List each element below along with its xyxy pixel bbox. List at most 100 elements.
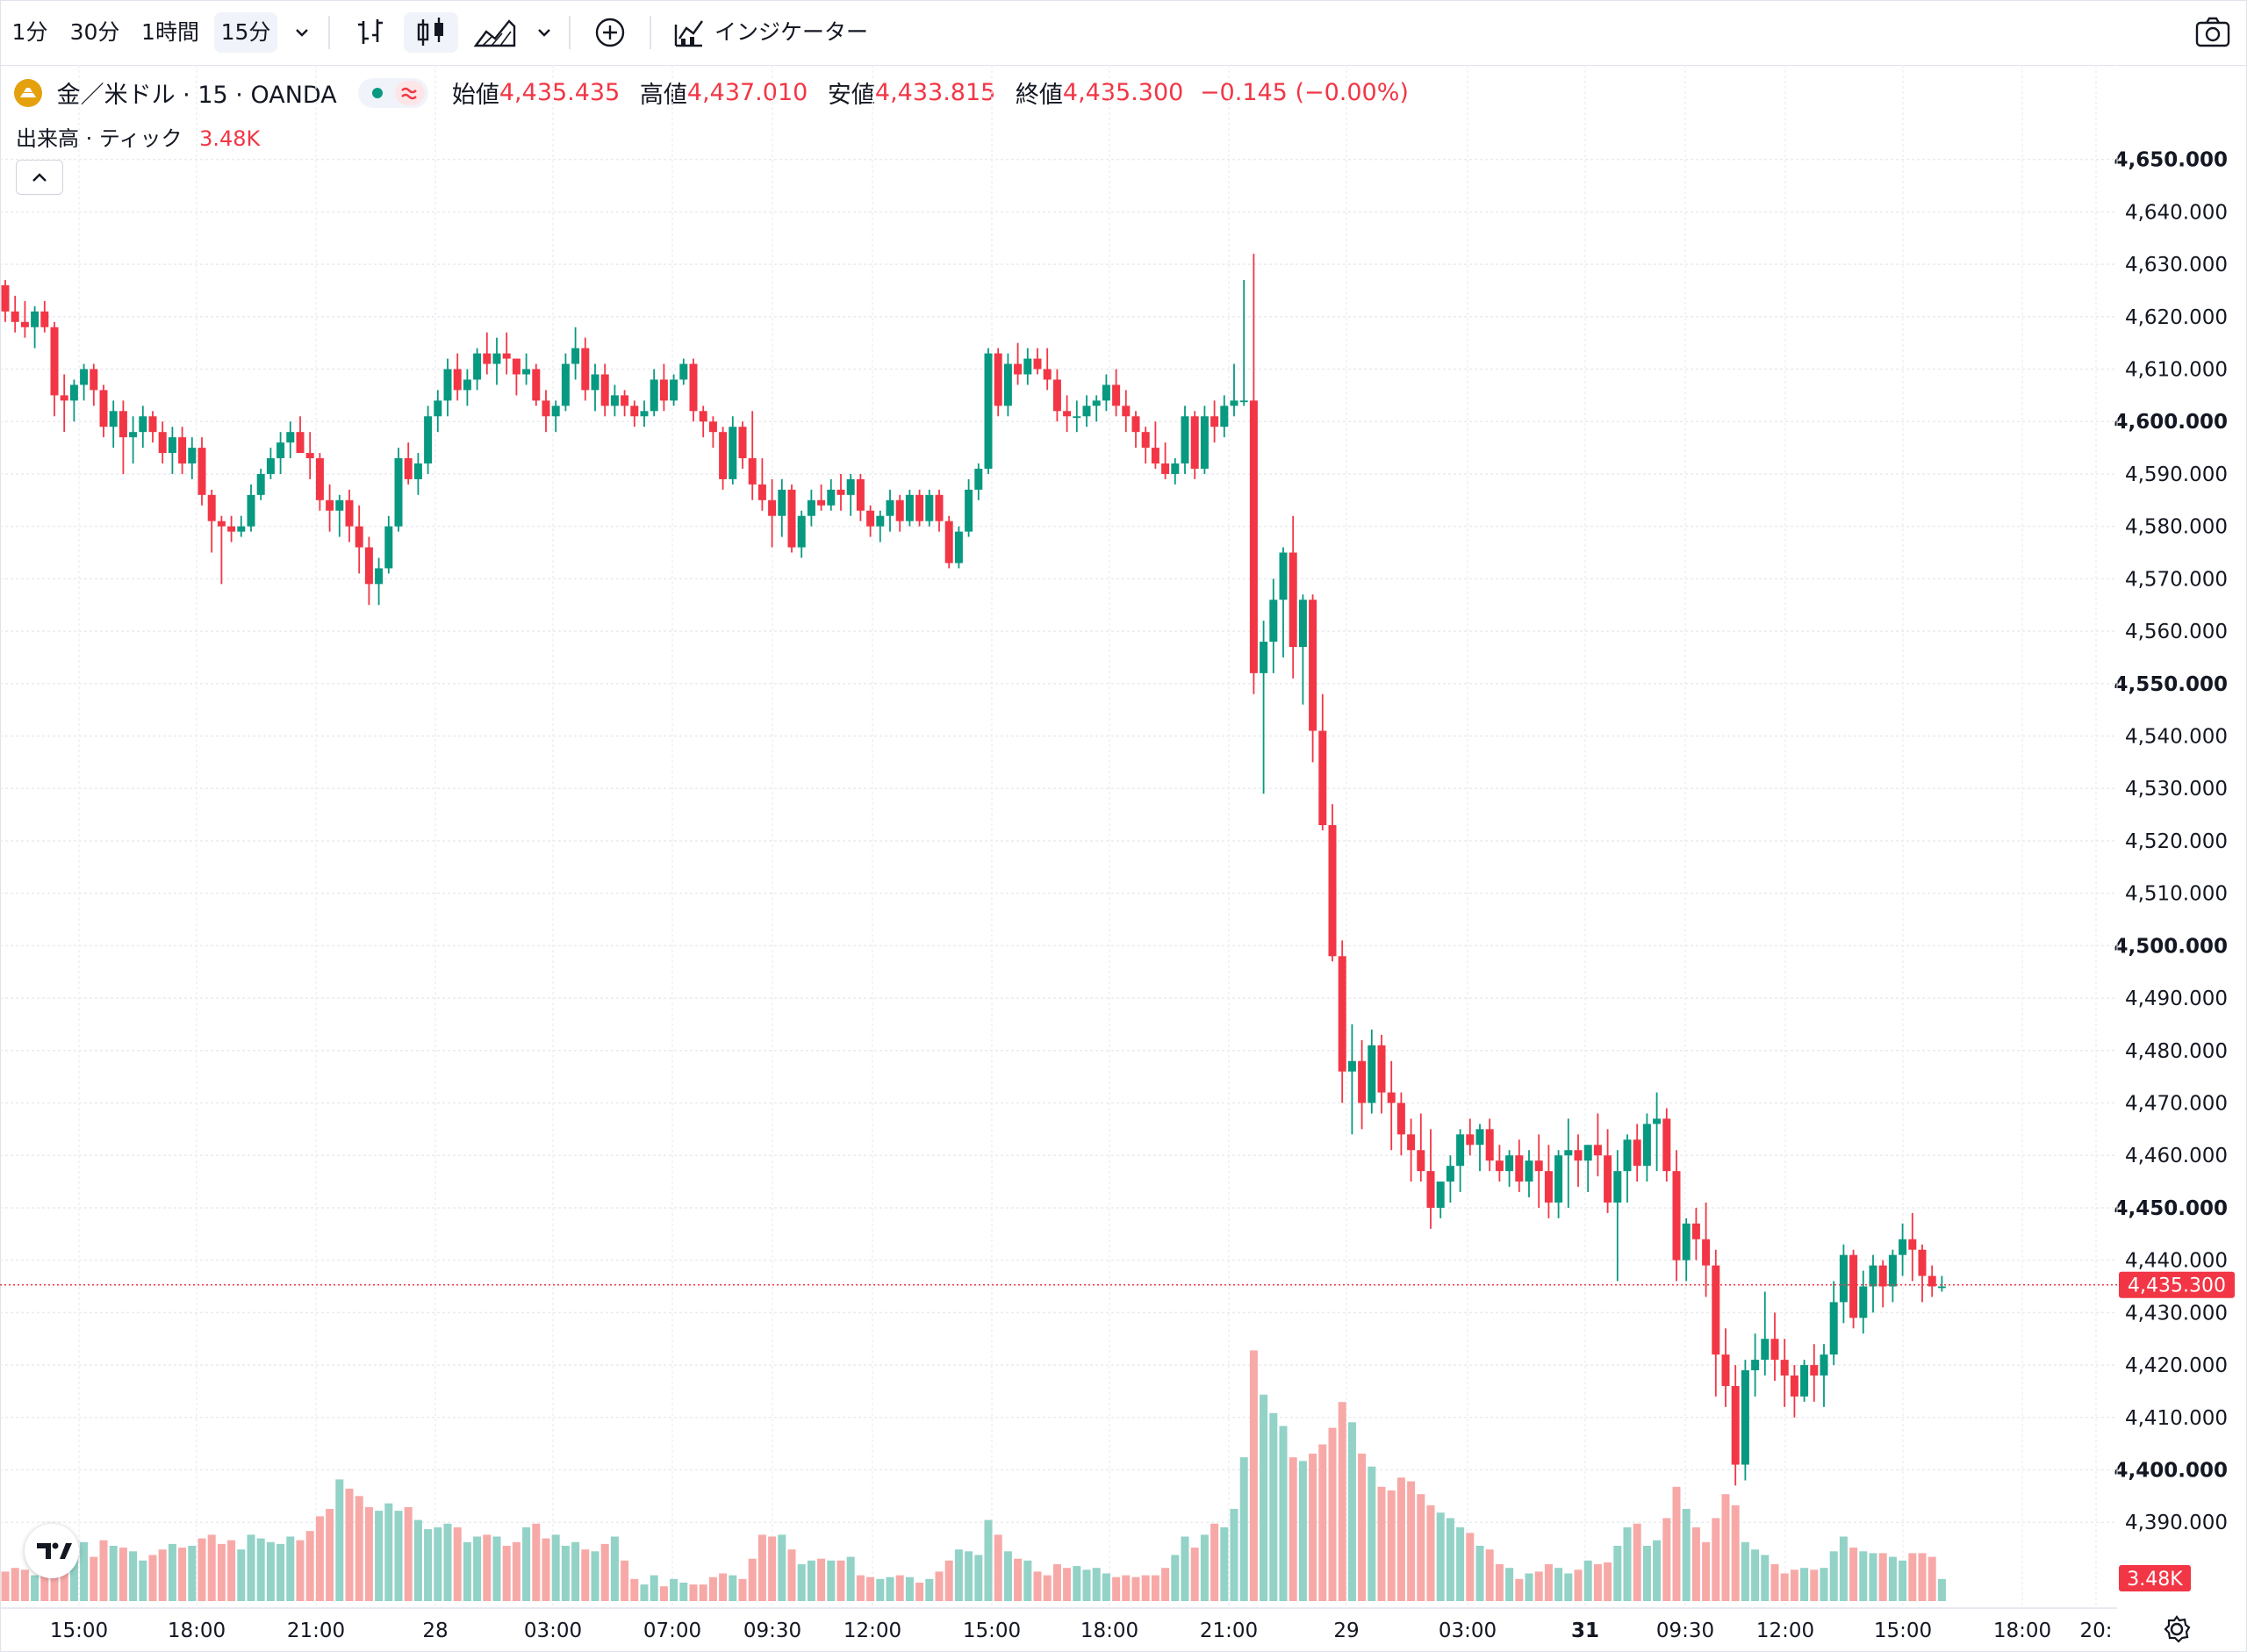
volume-bar <box>522 1527 531 1601</box>
candle-body <box>1279 552 1288 600</box>
candle-body <box>266 458 275 474</box>
candle-body <box>1593 1145 1602 1156</box>
volume-bar <box>630 1578 639 1601</box>
plus-circle-icon[interactable] <box>590 12 630 53</box>
volume-bar <box>1220 1527 1229 1601</box>
close-value: 4,435.300 <box>1062 79 1184 106</box>
candle-body <box>1260 642 1268 673</box>
volume-bar <box>60 1555 68 1601</box>
bar-style-icon[interactable] <box>349 12 393 53</box>
volume-bar <box>876 1578 885 1601</box>
candle-body <box>621 395 629 406</box>
candle-body <box>1171 463 1180 474</box>
high-value: 4,437.010 <box>686 79 808 106</box>
price-tick-label: 4,580.000 <box>2125 516 2228 539</box>
price-tick-label: 4,450.000 <box>2114 1197 2229 1220</box>
candle-body <box>315 458 324 500</box>
candle-body <box>768 499 777 516</box>
candle-body <box>1564 1150 1573 1156</box>
candle-body <box>561 363 570 406</box>
candle-body <box>109 411 118 427</box>
volume-bar <box>1092 1568 1101 1601</box>
volume-bar <box>1112 1577 1121 1601</box>
volume-bar <box>1269 1412 1278 1601</box>
volume-bar <box>1073 1566 1081 1601</box>
volume-bar <box>1672 1486 1681 1601</box>
volume-bar <box>276 1543 285 1601</box>
low-label: 安値 <box>827 82 875 109</box>
time-tick-label: 12:00 <box>1756 1620 1814 1642</box>
candle-body <box>886 499 894 516</box>
candle-body <box>1790 1375 1798 1397</box>
candle-body <box>483 353 492 364</box>
close-label: 終値 <box>1015 82 1063 109</box>
candle-body <box>1387 1092 1396 1103</box>
volume-bar <box>1544 1564 1553 1601</box>
volume-bar <box>197 1538 206 1601</box>
volume-bar <box>286 1536 295 1601</box>
volume-bar <box>217 1543 226 1601</box>
volume-bar <box>31 1575 39 1601</box>
price-tick-label: 4,650.000 <box>2114 149 2229 172</box>
candle-body <box>364 547 373 585</box>
volume-bar <box>237 1549 246 1601</box>
time-tick-label: 31 <box>1571 1620 1599 1642</box>
market-status-pill[interactable] <box>358 77 429 108</box>
candle-body <box>895 499 904 521</box>
candle-body <box>729 427 737 479</box>
collapse-legend-button[interactable] <box>16 160 63 195</box>
volume-bar <box>90 1556 98 1601</box>
chevron-down-icon[interactable] <box>528 12 560 53</box>
chevron-down-icon[interactable] <box>286 12 318 53</box>
last-volume-tag <box>2119 1565 2191 1591</box>
volume-bar <box>1721 1494 1730 1601</box>
price-tick-label: 4,550.000 <box>2114 673 2229 696</box>
candle-body <box>90 369 98 391</box>
candle-body <box>40 311 49 327</box>
interval-30m-button[interactable]: 30分 <box>69 19 120 45</box>
candle-body <box>1220 406 1229 427</box>
volume-bar <box>1888 1556 1897 1601</box>
candle-body <box>630 406 639 417</box>
indicators-icon[interactable] <box>669 12 709 53</box>
gear-icon[interactable] <box>2161 1613 2193 1645</box>
volume-label[interactable]: 出来高 · ティック <box>16 126 183 151</box>
price-tick-label: 4,440.000 <box>2125 1250 2228 1273</box>
candle-body <box>1691 1223 1700 1239</box>
volume-bar <box>886 1577 894 1601</box>
price-tick-label: 4,610.000 <box>2125 359 2228 382</box>
interval-1m-button[interactable]: 1分 <box>11 19 48 45</box>
volume-bar <box>1082 1569 1091 1601</box>
price-tick-label: 4,560.000 <box>2125 621 2228 643</box>
candle-body <box>994 353 1002 406</box>
volume-bar <box>1751 1549 1760 1601</box>
candle-body <box>1239 400 1248 403</box>
candle-body <box>1131 416 1140 433</box>
candle-body <box>1 284 10 312</box>
candle-body <box>846 478 855 495</box>
volume-bar <box>1653 1540 1662 1601</box>
candle-body <box>217 521 226 527</box>
candle-body <box>1869 1265 1877 1287</box>
area-icon[interactable] <box>470 12 520 53</box>
candle-body <box>925 494 934 521</box>
time-tick-label: 28 <box>422 1620 448 1642</box>
interval-1h-button[interactable]: 1時間 <box>141 19 199 45</box>
candle-body <box>20 321 29 327</box>
candle-body <box>256 473 265 495</box>
tradingview-logo-icon[interactable] <box>25 1524 79 1578</box>
indicators-button[interactable]: インジケーター <box>714 19 869 45</box>
candle-body <box>827 489 836 506</box>
volume-bar <box>207 1534 216 1601</box>
camera-icon[interactable] <box>2191 12 2235 53</box>
candles-icon[interactable] <box>404 12 458 53</box>
interval-15m-button[interactable]: 15分 <box>214 12 277 53</box>
candle-body <box>1800 1365 1809 1397</box>
price-tick-label: 4,630.000 <box>2125 254 2228 277</box>
candle-body <box>326 499 334 511</box>
candle-body <box>463 379 471 391</box>
candle-body <box>1141 432 1150 449</box>
price-tick-label: 4,530.000 <box>2125 778 2228 801</box>
volume-bar <box>1023 1560 1032 1601</box>
